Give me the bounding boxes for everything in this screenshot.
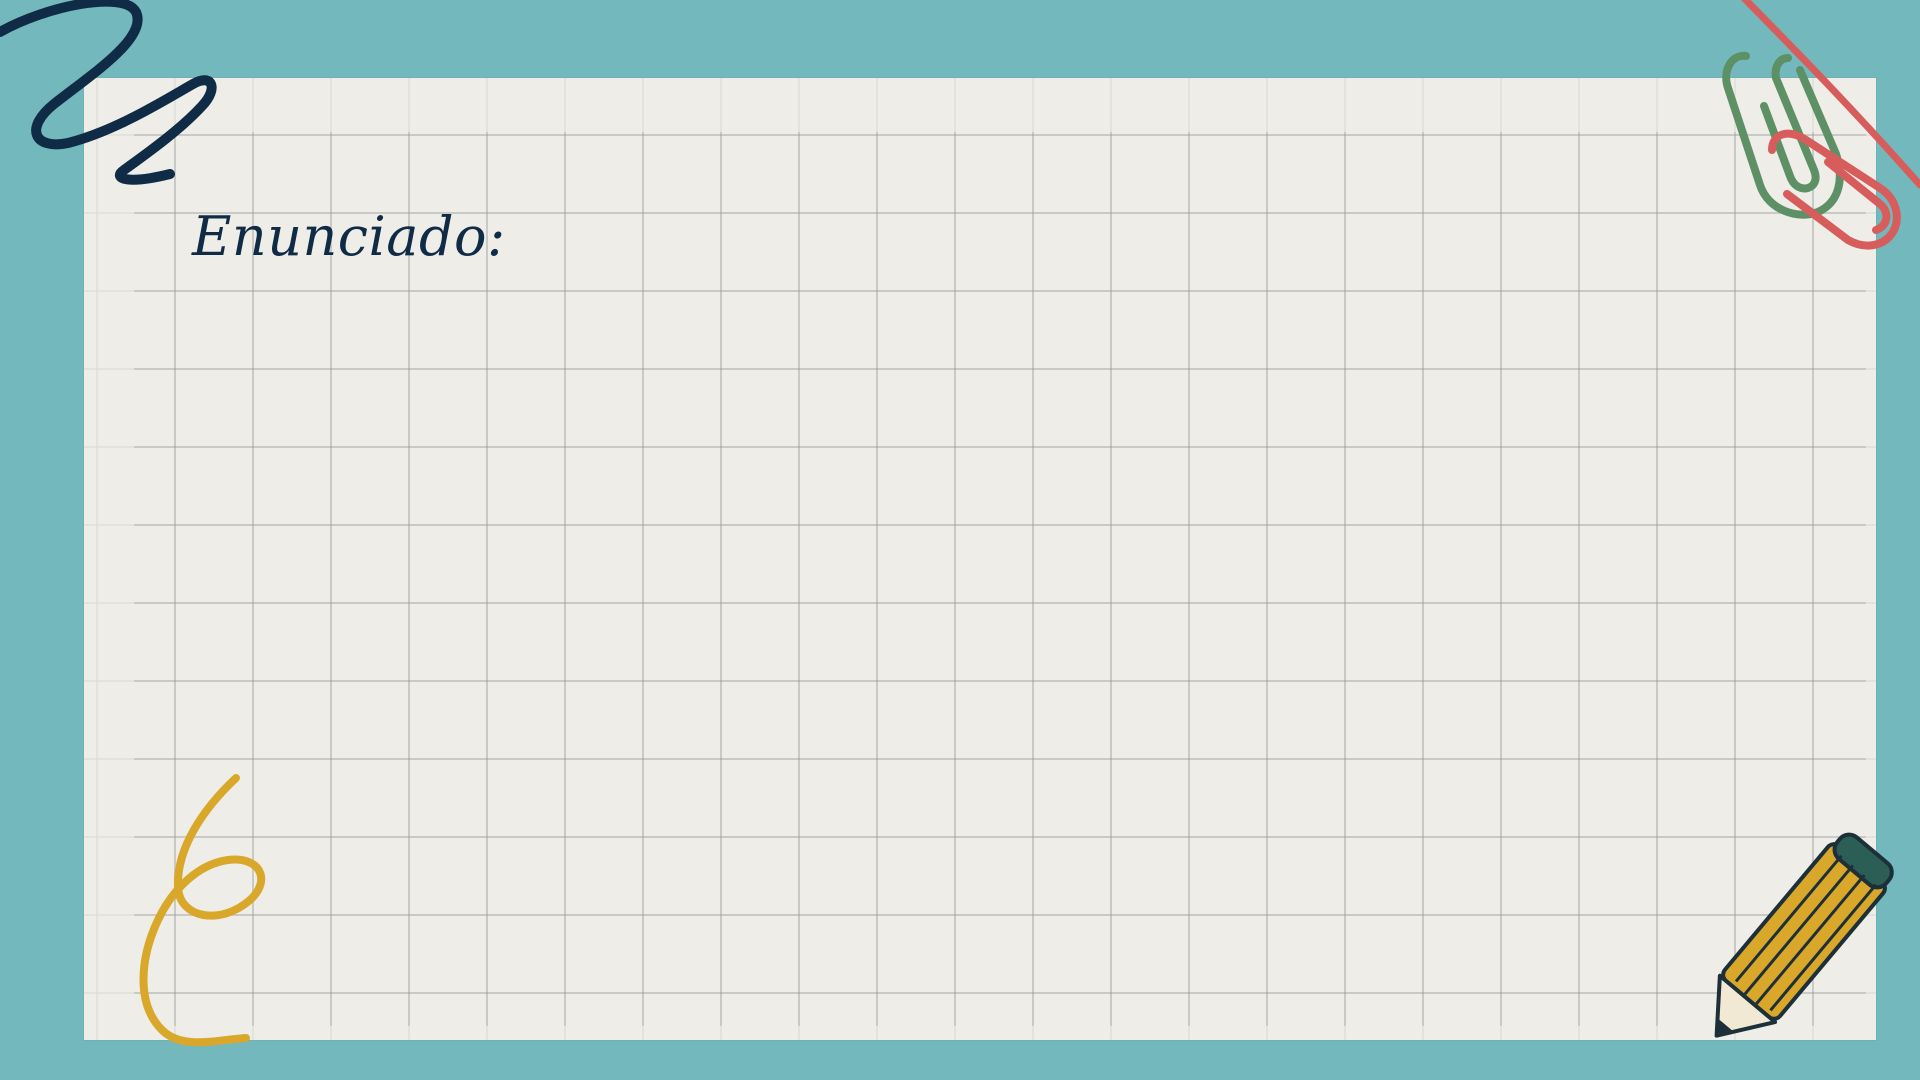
scribble-icon	[0, 0, 217, 185]
pencil-icon	[1714, 832, 1894, 1038]
swirl-icon	[139, 774, 265, 1047]
slide-title: Enunciado:	[192, 205, 506, 268]
paperclip-icon	[1722, 0, 1920, 250]
